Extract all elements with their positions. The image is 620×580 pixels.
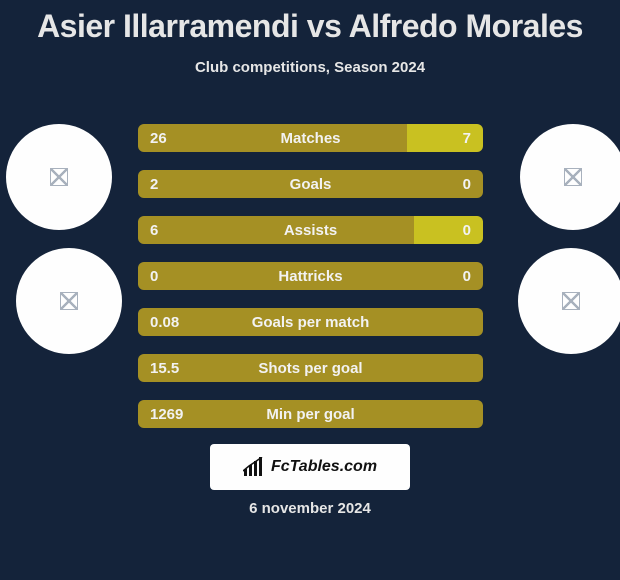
- logo-text: FcTables.com: [271, 458, 377, 476]
- fctables-logo[interactable]: FcTables.com: [210, 444, 410, 490]
- date-label: 6 november 2024: [0, 500, 620, 517]
- broken-image-icon: [562, 292, 580, 310]
- broken-image-icon: [50, 168, 68, 186]
- broken-image-icon: [60, 292, 78, 310]
- stat-row: 26Matches7: [138, 124, 483, 152]
- player1-photo-circle: [6, 124, 112, 230]
- comparison-bars: 26Matches7 2Goals0 6Assists0 0Hattricks0 0.0…: [138, 124, 483, 428]
- broken-image-icon: [564, 168, 582, 186]
- player1-club-circle: [16, 248, 122, 354]
- page-title: Asier Illarramendi vs Alfredo Morales: [0, 0, 620, 45]
- stat-row: 6Assists0: [138, 216, 483, 244]
- bar-chart-icon: [243, 457, 265, 477]
- player2-club-circle: [518, 248, 620, 354]
- player2-photo-circle: [520, 124, 620, 230]
- stat-row: 1269Min per goal: [138, 400, 483, 428]
- stat-row: 0.08Goals per match: [138, 308, 483, 336]
- stat-row: 15.5Shots per goal: [138, 354, 483, 382]
- stat-row: 2Goals0: [138, 170, 483, 198]
- stat-row: 0Hattricks0: [138, 262, 483, 290]
- subtitle: Club competitions, Season 2024: [0, 59, 620, 76]
